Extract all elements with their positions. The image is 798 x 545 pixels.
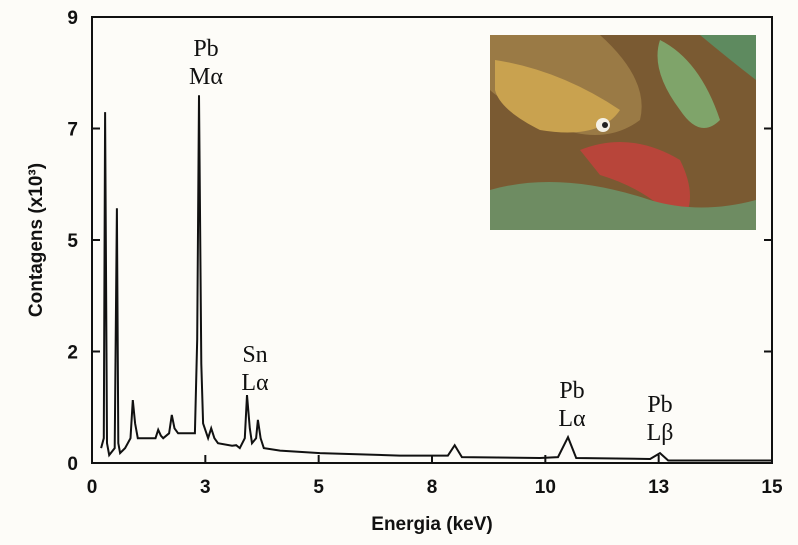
peak-annotation: Pb	[559, 378, 584, 404]
peak-annotation: Mα	[189, 64, 223, 90]
y-tick-label: 7	[67, 120, 78, 141]
x-axis-label: Energia (keV)	[371, 514, 492, 535]
y-tick-label: 2	[67, 343, 78, 364]
peak-annotation: Pb	[647, 392, 672, 418]
x-tick-label: 10	[535, 477, 556, 498]
x-tick-label: 3	[200, 477, 211, 498]
peak-annotation: Lα	[558, 406, 586, 432]
spectrum-line	[100, 95, 772, 462]
x-tick-label: 8	[427, 477, 438, 498]
y-axis-label: Contagens (x10³)	[26, 163, 47, 317]
peak-annotation: Pb	[193, 36, 218, 62]
y-tick-label: 0	[67, 454, 78, 475]
peak-annotation: Sn	[242, 342, 267, 368]
x-tick-label: 13	[648, 477, 669, 498]
peak-annotation: Lβ	[647, 420, 674, 446]
x-tick-label: 15	[761, 477, 783, 498]
peak-annotation: Lα	[241, 370, 269, 396]
y-tick-label: 5	[67, 231, 78, 252]
x-tick-label: 5	[313, 477, 324, 498]
y-tick-label: 9	[67, 8, 78, 29]
inset-photo	[490, 35, 756, 230]
x-tick-label: 0	[87, 477, 98, 498]
